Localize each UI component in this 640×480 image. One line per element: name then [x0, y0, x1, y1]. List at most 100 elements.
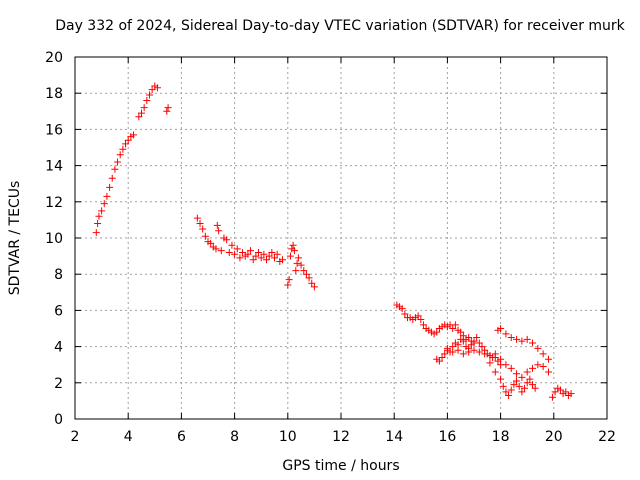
data-point [92, 229, 100, 237]
data-point [465, 334, 473, 342]
data-point [544, 355, 552, 363]
data-point [286, 252, 294, 260]
data-point [263, 256, 271, 264]
data-point [507, 386, 515, 394]
data-point [518, 337, 526, 345]
data-point [233, 245, 241, 253]
x-tick-label: 2 [71, 429, 80, 445]
data-point [290, 247, 298, 255]
data-point [265, 252, 273, 260]
y-tick-label: 8 [54, 267, 63, 283]
data-point [143, 96, 151, 104]
y-tick-label: 18 [45, 86, 63, 102]
data-point [470, 337, 478, 345]
data-point [100, 200, 108, 208]
data-point [459, 337, 467, 345]
series-arc-9 [494, 325, 552, 363]
x-axis-label: GPS time / hours [282, 458, 399, 474]
data-point [526, 375, 534, 383]
x-tick-label: 12 [332, 429, 350, 445]
y-tick-label: 16 [45, 122, 63, 138]
data-point [284, 281, 292, 289]
x-tick-label: 18 [492, 429, 510, 445]
data-point [539, 363, 547, 371]
data-point [111, 165, 119, 173]
data-point [106, 183, 114, 191]
data-point [510, 381, 518, 389]
data-point [435, 357, 443, 365]
data-point [534, 344, 542, 352]
data-point [294, 254, 302, 262]
data-point [534, 361, 542, 369]
data-point [257, 254, 265, 262]
data-point [196, 220, 204, 228]
data-point [417, 315, 425, 323]
data-point [567, 390, 575, 398]
data-point [300, 267, 308, 275]
data-point [513, 377, 521, 385]
x-tick-label: 6 [177, 429, 186, 445]
data-point [529, 381, 537, 389]
y-tick-label: 2 [54, 376, 63, 392]
data-point [199, 225, 207, 233]
data-point [507, 334, 515, 342]
y-tick-label: 12 [45, 195, 63, 211]
data-point [252, 252, 260, 260]
data-point [551, 388, 559, 396]
y-tick-label: 20 [45, 50, 63, 66]
x-tick-label: 10 [279, 429, 297, 445]
data-point [401, 310, 409, 318]
data-point [119, 145, 127, 153]
data-point [130, 131, 138, 139]
data-point [433, 328, 441, 336]
data-point [441, 350, 449, 358]
data-point [285, 276, 293, 284]
data-point [297, 261, 305, 269]
series-arc-1 [92, 131, 138, 237]
data-point [308, 279, 316, 287]
data-point [116, 151, 124, 159]
data-point [502, 330, 510, 338]
data-point [271, 254, 278, 262]
data-point [505, 391, 513, 399]
x-tick-label: 20 [545, 429, 563, 445]
data-point [478, 343, 486, 351]
data-point [486, 359, 494, 367]
data-point [289, 241, 297, 249]
x-tick-labels: 2 4 6 8 10 12 14 16 18 20 22 [71, 429, 616, 445]
data-point [108, 174, 116, 182]
data-point [529, 364, 537, 372]
data-point [518, 388, 526, 396]
data-point [163, 107, 171, 115]
data-point [438, 353, 446, 361]
y-tick-label: 6 [54, 303, 63, 319]
data-point [449, 348, 457, 356]
axis-ticks [74, 56, 608, 420]
chart-title: Day 332 of 2024, Sidereal Day-to-day VTE… [55, 18, 625, 34]
y-axis-label: SDTVAR / TECUs [7, 181, 23, 296]
data-point [414, 312, 422, 320]
y-tick-labels: 0 2 4 6 8 10 12 14 16 18 20 [45, 50, 63, 428]
data-point [212, 245, 220, 253]
data-point [225, 248, 233, 256]
data-point [114, 158, 122, 166]
x-tick-label: 4 [124, 429, 133, 445]
data-point [497, 375, 505, 383]
data-point [302, 270, 310, 278]
data-point [278, 256, 286, 264]
data-point [515, 382, 523, 390]
data-point [305, 274, 313, 282]
data-point [454, 346, 462, 354]
y-tick-label: 14 [45, 159, 63, 175]
data-point [213, 221, 221, 229]
data-point [521, 384, 529, 392]
data-point [215, 227, 223, 235]
data-point [140, 104, 148, 112]
data-point [236, 254, 244, 262]
data-point [513, 370, 521, 378]
data-points [92, 82, 575, 401]
data-point [513, 335, 521, 343]
data-point [443, 344, 451, 352]
series-arc-2 [135, 82, 172, 121]
